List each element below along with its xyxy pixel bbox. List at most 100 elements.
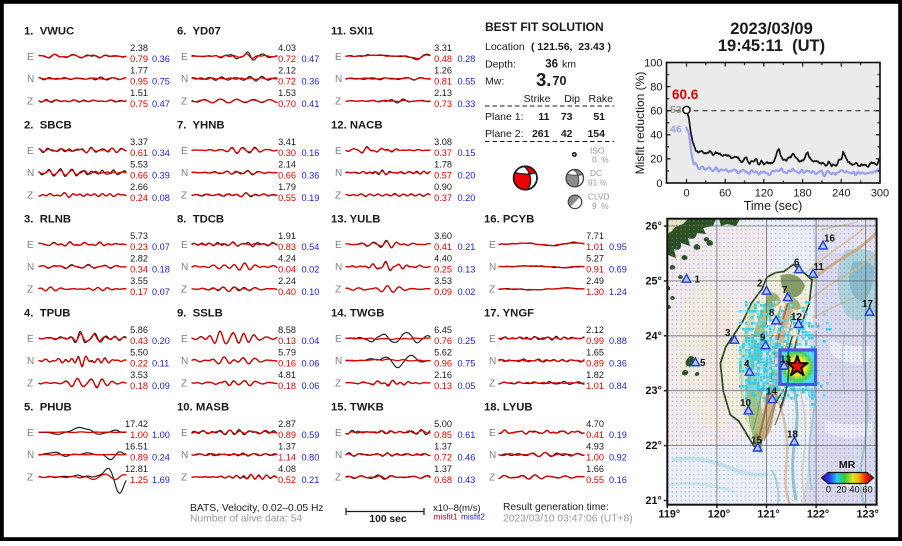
- svg-text:20: 20: [836, 485, 846, 495]
- svg-text:16: 16: [824, 234, 835, 245]
- svg-text:7. YHNB: 7. YHNB: [177, 119, 225, 131]
- svg-text:E: E: [335, 146, 342, 157]
- svg-text:0.80: 0.80: [302, 452, 320, 462]
- svg-text:2.87: 2.87: [278, 419, 296, 429]
- svg-text:0.95: 0.95: [130, 76, 148, 86]
- svg-text:11. SXI1: 11. SXI1: [331, 25, 374, 37]
- svg-text:BATS, Velocity, 0.02–0.05 Hz: BATS, Velocity, 0.02–0.05 Hz: [190, 503, 324, 514]
- svg-text:0.09: 0.09: [434, 287, 452, 297]
- svg-text:0.85: 0.85: [434, 430, 452, 440]
- svg-text:Z: Z: [489, 473, 495, 484]
- svg-text:15. TWKB: 15. TWKB: [331, 401, 384, 413]
- svg-text:0.13: 0.13: [278, 336, 296, 346]
- svg-text:3.60: 3.60: [434, 231, 452, 241]
- svg-text:CLVD: CLVD: [588, 192, 610, 202]
- svg-text:0.40: 0.40: [278, 287, 296, 297]
- svg-text:21°: 21°: [645, 495, 661, 507]
- svg-text:0: 0: [826, 485, 831, 495]
- svg-text:N: N: [27, 356, 34, 367]
- svg-text:17. YNGF: 17. YNGF: [484, 307, 534, 319]
- svg-text:4.40: 4.40: [434, 253, 452, 263]
- svg-text:16. PCYB: 16. PCYB: [484, 213, 534, 225]
- svg-text:0.66: 0.66: [278, 170, 296, 180]
- svg-text:Plane 1:: Plane 1:: [485, 111, 524, 123]
- svg-text:0.72: 0.72: [278, 76, 296, 86]
- svg-text:N: N: [489, 262, 496, 273]
- svg-text:misfit2: misfit2: [461, 512, 485, 522]
- svg-text:0.43: 0.43: [130, 336, 148, 346]
- svg-text:N: N: [335, 450, 342, 461]
- svg-text:73: 73: [561, 111, 573, 123]
- svg-text:1.65: 1.65: [586, 347, 604, 357]
- svg-text:0.18: 0.18: [152, 264, 170, 274]
- svg-text:0.43: 0.43: [458, 475, 476, 485]
- svg-text:1.51: 1.51: [130, 88, 148, 98]
- svg-text:E: E: [181, 146, 188, 157]
- svg-text:0.48: 0.48: [434, 54, 452, 64]
- svg-text:4.03: 4.03: [278, 43, 296, 53]
- svg-text:5.86: 5.86: [130, 325, 148, 335]
- svg-text:2.14: 2.14: [278, 159, 296, 169]
- svg-text:1.01: 1.01: [586, 381, 604, 391]
- svg-text:0.72: 0.72: [434, 452, 452, 462]
- svg-text:0.46: 0.46: [458, 452, 476, 462]
- svg-text:0.04: 0.04: [278, 264, 296, 274]
- svg-text:Z: Z: [335, 97, 341, 108]
- svg-text:1.53: 1.53: [278, 88, 296, 98]
- svg-text:2.12: 2.12: [278, 65, 296, 75]
- svg-text:0.19: 0.19: [302, 193, 320, 203]
- svg-text:E: E: [335, 428, 342, 439]
- svg-text:0.61: 0.61: [130, 148, 148, 158]
- svg-text:3: 3: [725, 328, 731, 339]
- svg-text:MR: MR: [839, 459, 856, 471]
- svg-text:0.15: 0.15: [458, 148, 476, 158]
- svg-text:0.55: 0.55: [586, 475, 604, 485]
- svg-text:5.62: 5.62: [434, 347, 452, 357]
- svg-text:0.57: 0.57: [434, 170, 452, 180]
- svg-text:1.37: 1.37: [434, 464, 452, 474]
- svg-text:E: E: [27, 240, 34, 251]
- svg-text:40: 40: [849, 485, 859, 495]
- svg-text:Z: Z: [27, 379, 33, 390]
- svg-text:Plane 2:: Plane 2:: [485, 128, 524, 140]
- svg-text:0.55: 0.55: [458, 76, 476, 86]
- svg-text:11: 11: [814, 262, 825, 273]
- svg-text:N: N: [181, 450, 188, 461]
- svg-text:1. VWUC: 1. VWUC: [24, 25, 74, 37]
- svg-text:60: 60: [719, 188, 731, 200]
- svg-text:1.91: 1.91: [278, 231, 296, 241]
- svg-text:11: 11: [538, 111, 549, 123]
- svg-text:7.71: 7.71: [586, 231, 604, 241]
- svg-text:12: 12: [791, 312, 802, 323]
- svg-text:0 %: 0 %: [592, 155, 609, 165]
- svg-text:0.19: 0.19: [609, 430, 627, 440]
- svg-text:3.31: 3.31: [434, 43, 452, 53]
- svg-text:Z: Z: [181, 97, 187, 108]
- svg-text:6. YD07: 6. YD07: [177, 25, 221, 37]
- svg-text:1.26: 1.26: [434, 65, 452, 75]
- svg-text:Z: Z: [489, 285, 495, 296]
- svg-text:0.23: 0.23: [130, 242, 148, 252]
- svg-text:E: E: [27, 428, 34, 439]
- svg-text:N: N: [335, 262, 342, 273]
- svg-text:0.36: 0.36: [609, 358, 627, 368]
- svg-text:3.55: 3.55: [130, 276, 148, 286]
- svg-text:123°: 123°: [857, 509, 879, 521]
- svg-text:0.55: 0.55: [278, 193, 296, 203]
- svg-text:Z: Z: [181, 191, 187, 202]
- svg-text:1.25: 1.25: [130, 475, 148, 485]
- svg-text:0.02: 0.02: [302, 264, 320, 274]
- svg-text:N: N: [181, 74, 188, 85]
- svg-text:1.37: 1.37: [278, 441, 296, 451]
- svg-text:0.41: 0.41: [586, 430, 604, 440]
- svg-text:0.13: 0.13: [434, 381, 452, 391]
- svg-text:17: 17: [862, 299, 873, 310]
- svg-text:0.21: 0.21: [458, 242, 476, 252]
- svg-text:60: 60: [650, 106, 662, 118]
- svg-text:1.77: 1.77: [130, 65, 148, 75]
- svg-text:E: E: [27, 334, 34, 345]
- svg-text:3.53: 3.53: [434, 276, 452, 286]
- svg-text:0.79: 0.79: [130, 54, 148, 64]
- svg-text:13: 13: [780, 355, 791, 366]
- svg-text:0.10: 0.10: [302, 287, 320, 297]
